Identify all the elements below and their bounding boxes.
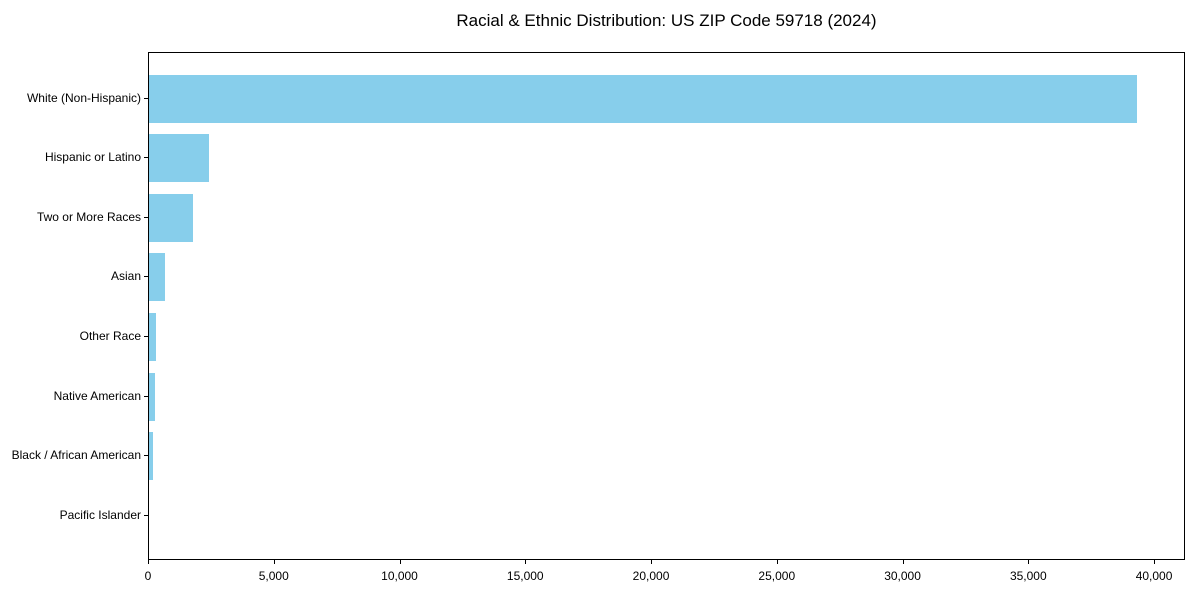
y-axis-label: Native American bbox=[53, 388, 141, 403]
x-axis-tick-label: 30,000 bbox=[884, 569, 921, 583]
y-axis-label: Pacific Islander bbox=[59, 508, 141, 523]
y-tick-mark bbox=[144, 216, 148, 218]
y-axis-label: White (Non-Hispanic) bbox=[26, 90, 141, 105]
chart-title: Racial & Ethnic Distribution: US ZIP Cod… bbox=[456, 11, 877, 30]
x-axis-tick-label: 15,000 bbox=[506, 569, 544, 583]
x-tick-mark bbox=[399, 560, 401, 564]
x-axis-tick-label: 25,000 bbox=[758, 569, 796, 583]
bar-white-non-hispanic bbox=[149, 74, 1137, 123]
x-axis-tick-label: 10,000 bbox=[381, 569, 418, 583]
x-axis-tick-label: 0 bbox=[144, 569, 152, 583]
plot-area bbox=[148, 52, 1185, 560]
x-tick-mark bbox=[525, 560, 527, 564]
y-axis-label: Two or More Races bbox=[36, 209, 141, 224]
y-tick-mark bbox=[144, 455, 148, 457]
x-tick-mark bbox=[651, 560, 653, 564]
x-tick-mark bbox=[902, 560, 904, 564]
x-tick-mark bbox=[273, 560, 275, 564]
y-tick-mark bbox=[144, 395, 148, 397]
x-axis-tick-label: 35,000 bbox=[1009, 569, 1047, 583]
x-tick-mark bbox=[776, 560, 778, 564]
y-axis-label: Other Race bbox=[79, 329, 141, 344]
y-axis-label: Black / African American bbox=[11, 448, 141, 463]
bar-native-american bbox=[149, 372, 156, 421]
x-tick-mark bbox=[1154, 560, 1156, 564]
x-tick-mark bbox=[148, 560, 149, 564]
bar-two-or-more-races bbox=[149, 193, 193, 242]
bar-other-race bbox=[149, 313, 156, 362]
y-tick-mark bbox=[144, 157, 148, 159]
bar-black-african-american bbox=[149, 432, 153, 481]
y-tick-mark bbox=[144, 97, 148, 99]
y-axis-label: Asian bbox=[110, 269, 141, 284]
y-tick-mark bbox=[144, 515, 148, 517]
x-tick-mark bbox=[1028, 560, 1030, 564]
y-tick-mark bbox=[144, 276, 148, 278]
y-axis-label: Hispanic or Latino bbox=[44, 150, 141, 165]
x-axis-tick-label: 5,000 bbox=[258, 569, 289, 583]
x-axis-tick-label: 20,000 bbox=[632, 569, 670, 583]
bar-hispanic-or-latino bbox=[149, 134, 210, 183]
x-axis-tick-label: 40,000 bbox=[1135, 569, 1173, 583]
y-tick-mark bbox=[144, 336, 148, 338]
bar-asian bbox=[149, 253, 165, 302]
